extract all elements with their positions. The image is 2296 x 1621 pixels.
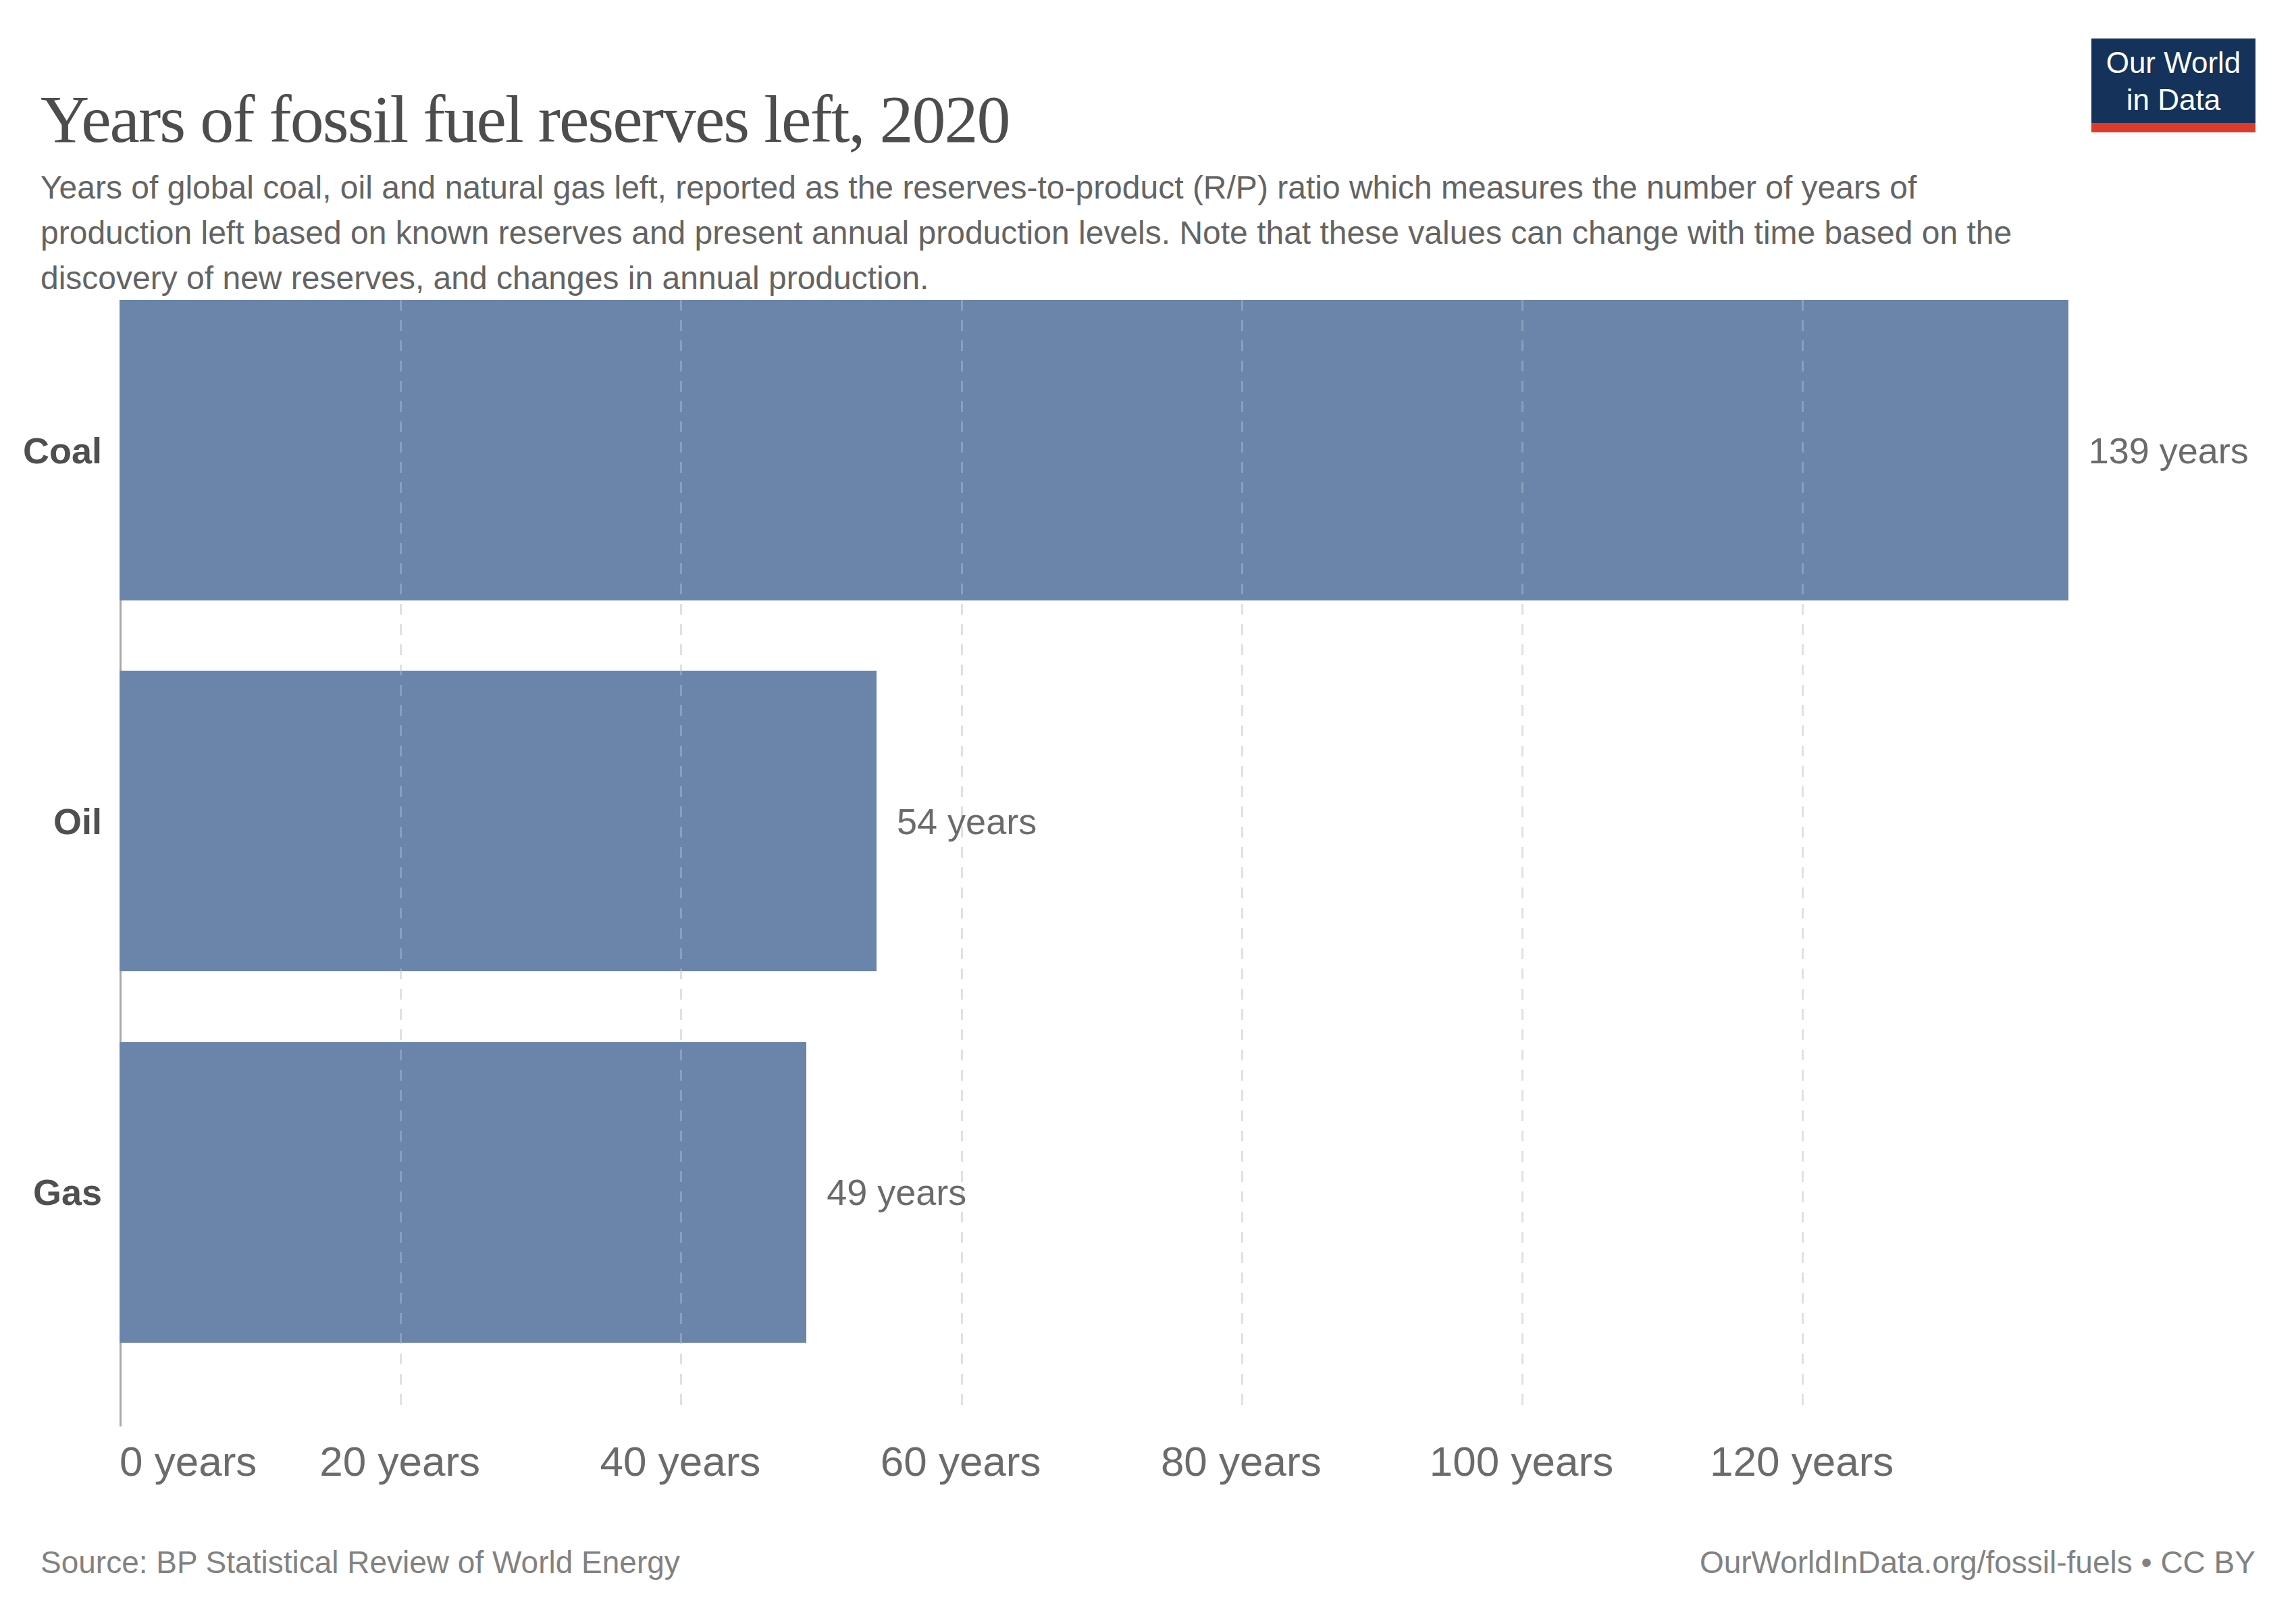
chart-canvas: Years of fossil fuel reserves left, 2020… [0,0,2296,1621]
x-tick-label: 20 years [319,1437,480,1485]
x-tick-label: 40 years [600,1437,760,1485]
category-label: Coal [0,300,102,600]
bar-oil [120,671,877,971]
gridline-overlay [400,300,402,1413]
plot-area: 0 years 20 years 40 years 60 years 80 years 1… [0,0,2296,1621]
category-label: Gas [0,1042,102,1343]
bar-value-label: 54 years [897,671,1037,971]
gridline-overlay [1521,300,1523,1413]
gridline-overlay [1802,300,1804,1413]
gridline-overlay [1241,300,1243,1413]
source-text: Source: BP Statistical Review of World E… [41,1544,680,1580]
x-tick-label: 0 years [120,1437,257,1485]
bar-coal [120,300,2068,600]
x-tick-label: 100 years [1430,1437,1613,1485]
category-label: Oil [0,671,102,971]
x-tick-label: 60 years [881,1437,1041,1485]
x-tick-label: 80 years [1161,1437,1322,1485]
attribution-text: OurWorldInData.org/fossil-fuels • CC BY [1700,1544,2255,1580]
gridline-overlay [680,300,682,1413]
bar-value-label: 49 years [827,1042,966,1343]
bar-value-label: 139 years [2089,300,2249,600]
x-tick-label: 120 years [1710,1437,1894,1485]
bar-gas [120,1042,806,1343]
